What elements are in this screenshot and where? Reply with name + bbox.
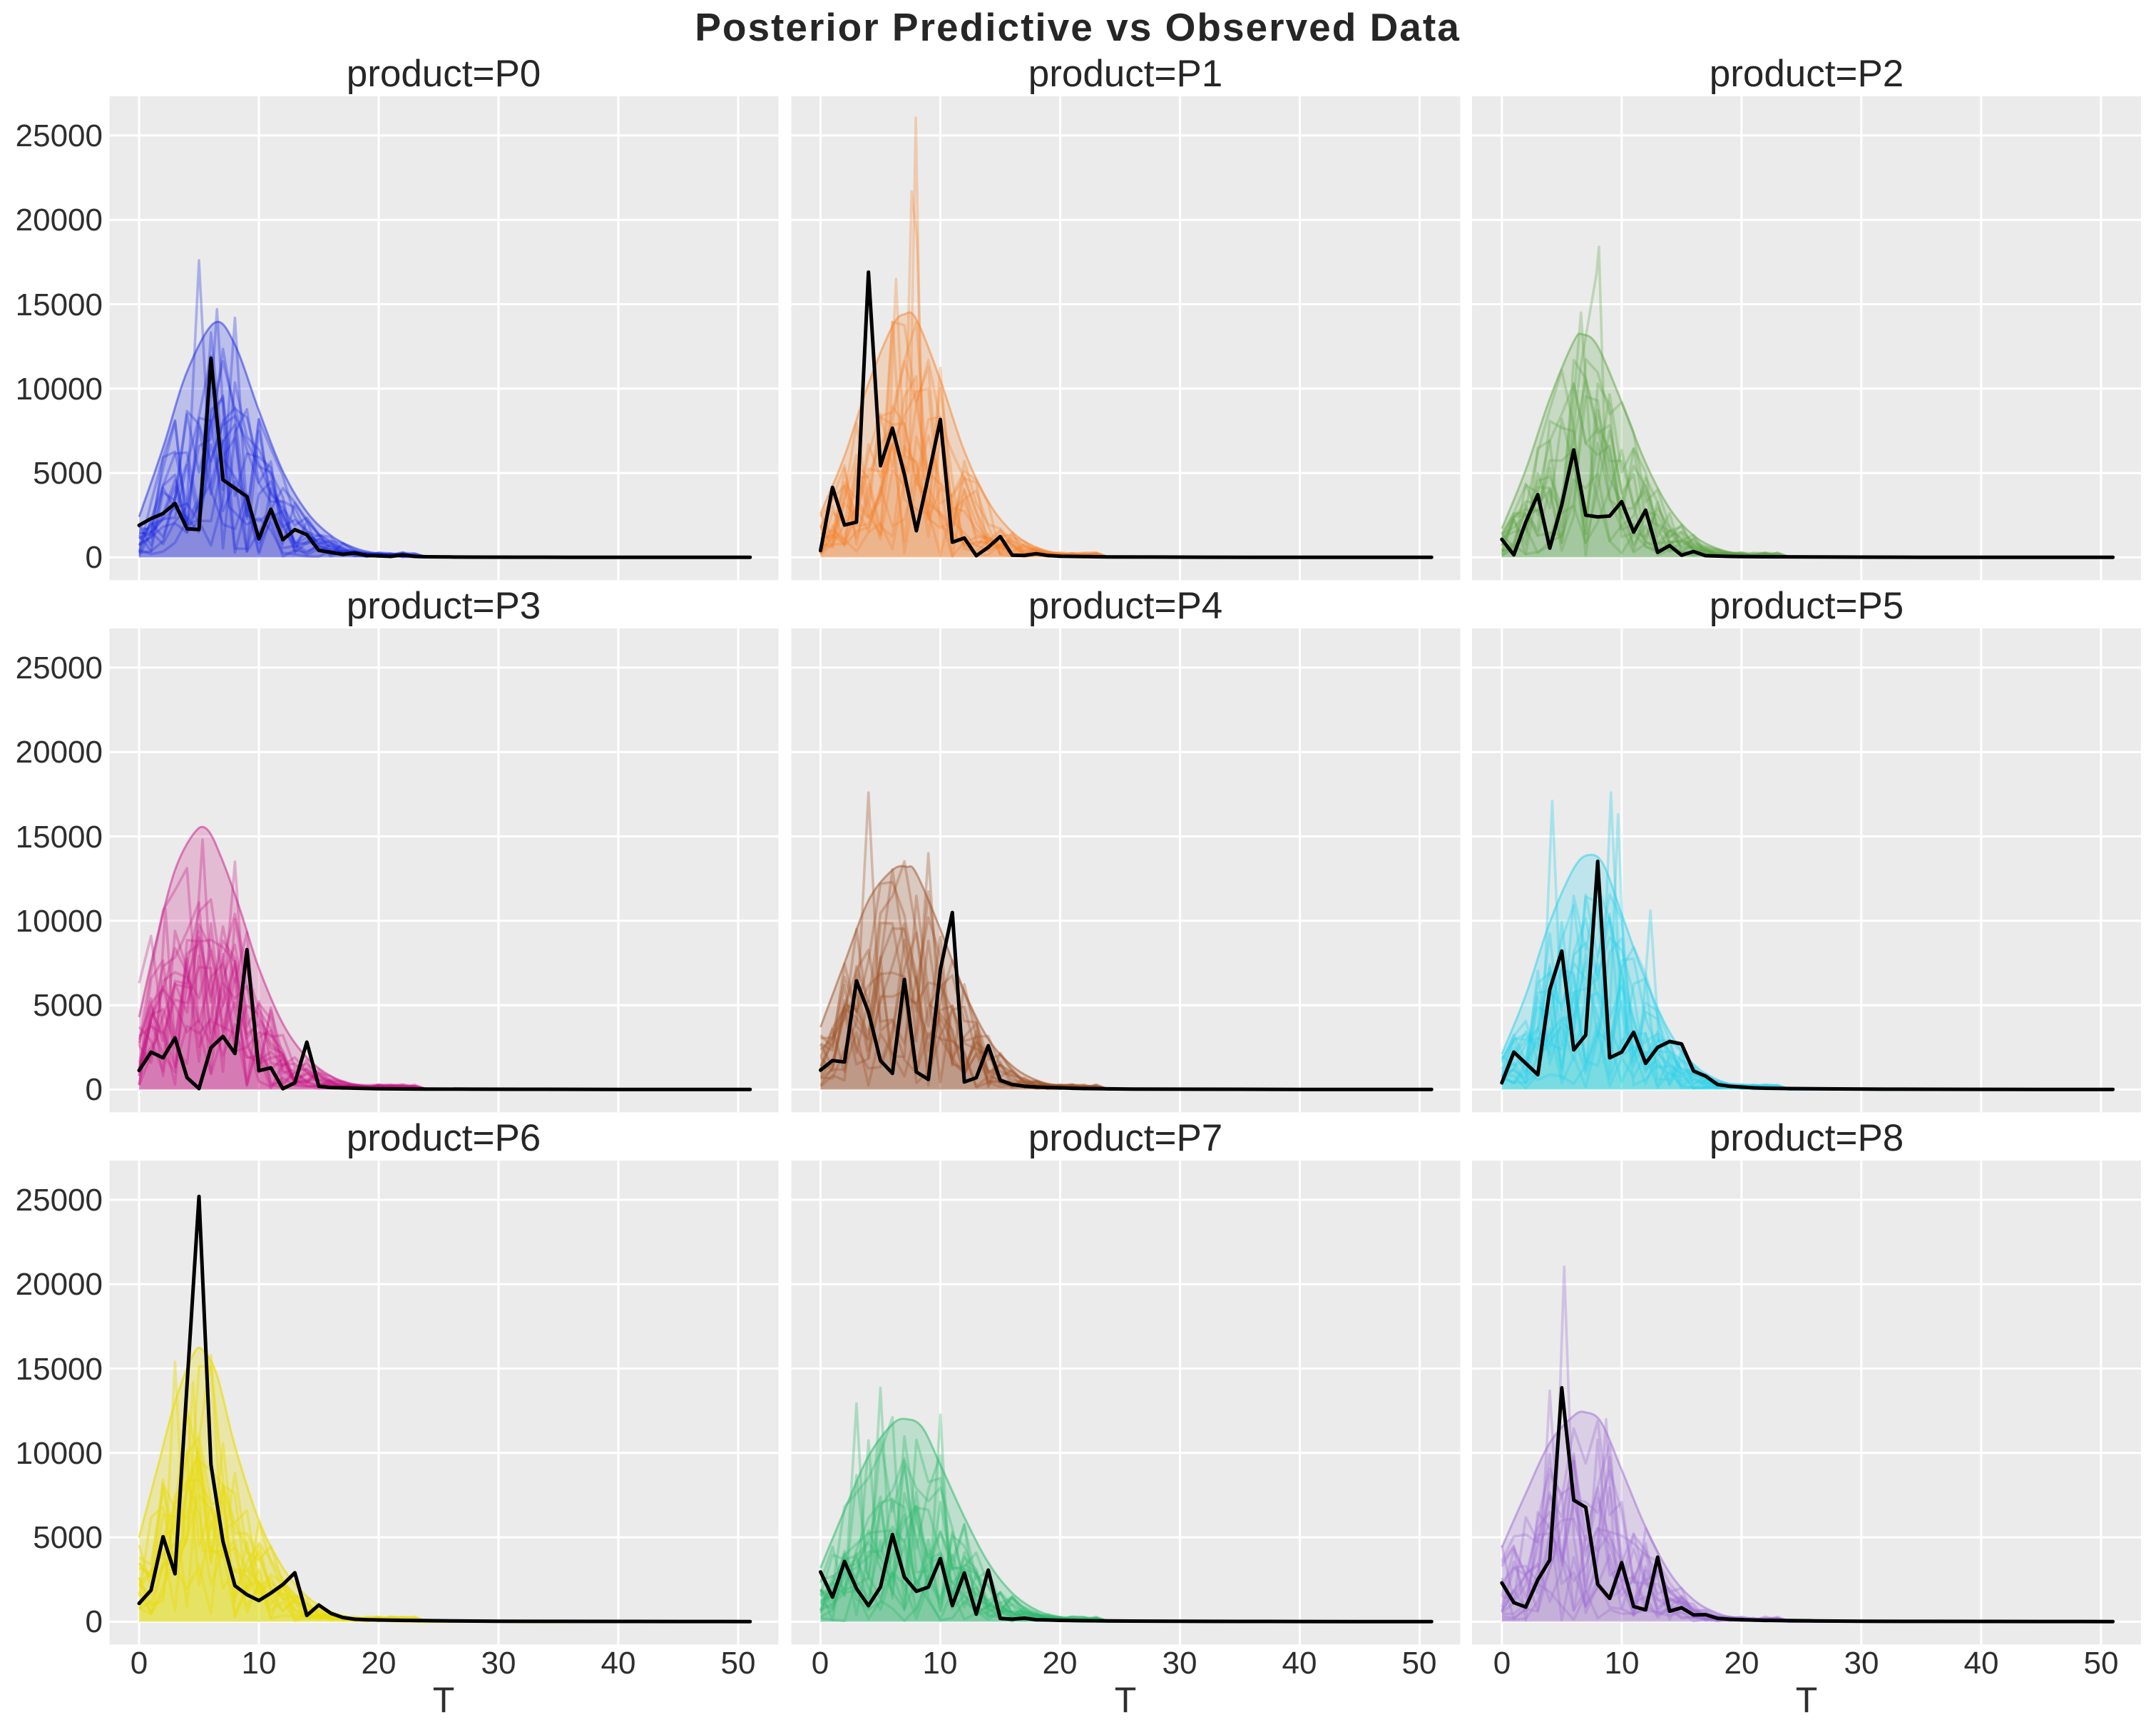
svg-text:product=P6: product=P6 xyxy=(347,1117,541,1159)
svg-text:10000: 10000 xyxy=(16,372,103,407)
svg-text:10: 10 xyxy=(1605,1646,1640,1681)
svg-text:Posterior Predictive vs Observ: Posterior Predictive vs Observed Data xyxy=(695,5,1461,49)
svg-text:40: 40 xyxy=(1282,1646,1317,1681)
svg-text:product=P7: product=P7 xyxy=(1028,1117,1223,1159)
svg-text:15000: 15000 xyxy=(16,820,103,855)
svg-text:20: 20 xyxy=(1725,1646,1759,1681)
svg-text:20: 20 xyxy=(1043,1646,1078,1681)
svg-text:0: 0 xyxy=(812,1646,829,1681)
svg-text:40: 40 xyxy=(1964,1646,1999,1681)
svg-text:10: 10 xyxy=(923,1646,958,1681)
svg-text:50: 50 xyxy=(1402,1646,1437,1681)
svg-text:5000: 5000 xyxy=(33,1520,103,1555)
svg-text:0: 0 xyxy=(86,540,103,575)
svg-text:T: T xyxy=(1796,1680,1818,1720)
svg-text:product=P8: product=P8 xyxy=(1710,1117,1904,1159)
svg-text:20: 20 xyxy=(362,1646,397,1681)
svg-text:20000: 20000 xyxy=(16,203,103,238)
svg-text:0: 0 xyxy=(1493,1646,1511,1681)
svg-text:product=P1: product=P1 xyxy=(1028,53,1223,95)
svg-text:10: 10 xyxy=(242,1646,277,1681)
svg-text:50: 50 xyxy=(2084,1646,2119,1681)
svg-text:30: 30 xyxy=(481,1646,516,1681)
svg-text:product=P2: product=P2 xyxy=(1710,53,1904,95)
svg-text:product=P4: product=P4 xyxy=(1028,585,1223,627)
svg-text:0: 0 xyxy=(86,1072,103,1107)
svg-text:T: T xyxy=(1115,1680,1137,1720)
svg-text:10000: 10000 xyxy=(16,904,103,939)
svg-text:product=P0: product=P0 xyxy=(347,53,541,95)
svg-text:15000: 15000 xyxy=(16,287,103,322)
svg-text:0: 0 xyxy=(131,1646,148,1681)
svg-text:15000: 15000 xyxy=(16,1352,103,1387)
svg-text:40: 40 xyxy=(601,1646,636,1681)
svg-text:30: 30 xyxy=(1163,1646,1197,1681)
svg-text:10000: 10000 xyxy=(16,1436,103,1471)
svg-text:0: 0 xyxy=(86,1604,103,1639)
svg-text:5000: 5000 xyxy=(33,988,103,1023)
svg-text:25000: 25000 xyxy=(16,651,103,686)
svg-text:20000: 20000 xyxy=(16,1267,103,1302)
svg-text:30: 30 xyxy=(1844,1646,1879,1681)
svg-text:product=P5: product=P5 xyxy=(1710,585,1904,627)
svg-text:20000: 20000 xyxy=(16,735,103,770)
svg-text:25000: 25000 xyxy=(16,118,103,153)
svg-text:5000: 5000 xyxy=(33,456,103,491)
svg-text:25000: 25000 xyxy=(16,1183,103,1218)
svg-text:product=P3: product=P3 xyxy=(347,585,541,627)
svg-text:T: T xyxy=(433,1680,455,1720)
svg-text:50: 50 xyxy=(721,1646,756,1681)
